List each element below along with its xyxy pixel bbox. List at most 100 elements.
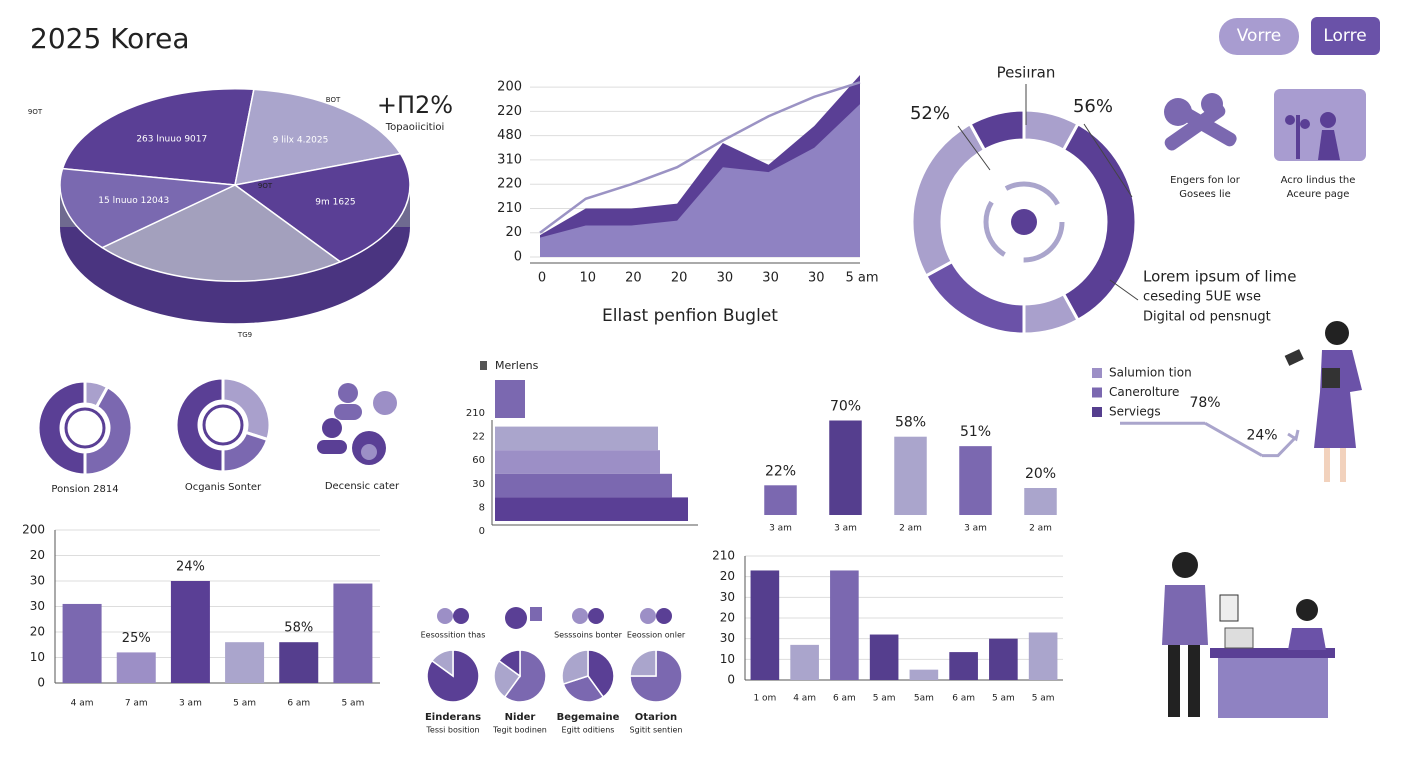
bar (1028, 632, 1058, 680)
button[interactable] (1219, 18, 1299, 55)
x-tick-label: 4 am (71, 699, 94, 709)
bar (764, 485, 797, 515)
value-label: 20% (1025, 466, 1056, 482)
x-tick-label: 5 am (845, 271, 878, 286)
bar (894, 436, 927, 515)
legend-swatch (1092, 387, 1102, 398)
y-tick-label: 10 (30, 650, 45, 664)
text-line: ceseding 5UE wse (1143, 290, 1261, 305)
wedge (561, 649, 589, 685)
bar (830, 570, 859, 680)
chart-title: Merlens (495, 359, 539, 372)
y-tick-label: 20 (720, 611, 735, 625)
button[interactable] (1311, 17, 1380, 55)
bar (495, 380, 525, 418)
wedge (497, 649, 521, 678)
icon (656, 608, 672, 624)
button-label[interactable]: Lorre (1323, 26, 1366, 46)
wedge (233, 152, 411, 263)
bar (909, 669, 939, 680)
pie-label: Sesssoins bonter (554, 631, 623, 640)
pie-title: Begemaine (557, 712, 620, 723)
bar (949, 652, 978, 680)
wedge-label: 263 lnuuo 9017 (136, 134, 207, 144)
y-tick-label: 0 (37, 676, 45, 690)
chart-title: Ponsion 2814 (51, 484, 118, 495)
illustration-office (1162, 552, 1335, 718)
value-label: 24% (1246, 428, 1277, 444)
value-label: 22% (765, 463, 796, 479)
icon-caption: Decensic cater (325, 481, 400, 492)
pie-title: Nider (505, 712, 536, 723)
y-tick-label: 20 (505, 225, 522, 240)
text-line: Digital od pensnugt (1143, 310, 1271, 325)
y-tick-label: 30 (472, 479, 485, 490)
bar (989, 638, 1018, 680)
x-tick-label: 4 am (793, 694, 816, 704)
bar (495, 473, 672, 498)
wedge-label: 9m 1625 (315, 197, 355, 207)
chart-title: Ellast penfion Buglet (602, 306, 778, 326)
icon-figure (1285, 112, 1340, 160)
legend-label: Serviegs (1109, 405, 1161, 419)
wedge (503, 649, 547, 703)
leader (957, 123, 1139, 301)
pie-subtitle: Tegit bodinen (492, 726, 547, 735)
icon (437, 608, 453, 624)
line (1204, 421, 1263, 457)
y-tick-label: 200 (22, 523, 45, 537)
wedge (61, 88, 255, 186)
icon (588, 608, 604, 624)
x-tick-label: 3 am (964, 524, 987, 534)
title-icon (480, 361, 487, 370)
bar (959, 446, 992, 515)
x-tick-label: 5 am (873, 694, 896, 704)
bar (750, 570, 780, 680)
icon-caption: Acro lindus the (1281, 175, 1356, 186)
wedge (100, 184, 342, 282)
bar (829, 420, 862, 515)
ring (983, 181, 1065, 263)
area (540, 104, 860, 258)
pie-title: Einderans (425, 712, 481, 723)
value-label: 70% (830, 399, 861, 415)
center-icon (64, 407, 106, 449)
legend-label: Canerolture (1109, 385, 1179, 399)
callout: TG9 (237, 331, 252, 339)
bar (495, 497, 688, 521)
page-title: 2025 Korea (30, 22, 190, 55)
x-tick-label: 2 am (1029, 524, 1052, 534)
x-tick-label: 5 am (1032, 694, 1055, 704)
pie-subtitle: Sgitit sentien (630, 726, 683, 735)
annotation: 52% (910, 103, 950, 124)
bar (225, 642, 265, 683)
chart-title: Pesiıran (997, 64, 1056, 82)
y-tick-label: 480 (497, 128, 522, 143)
wedge (36, 379, 87, 477)
y-tick-label: 8 (479, 502, 485, 513)
button-label[interactable]: Vorre (1237, 26, 1281, 46)
x-tick-label: 5 am (233, 699, 256, 709)
x-tick-label: 10 (579, 271, 596, 286)
callout: 9OT (28, 108, 43, 116)
legend-swatch (1092, 368, 1102, 378)
wedge-label: 15 lnuuo 12043 (98, 196, 169, 206)
bar (279, 642, 319, 683)
callout: 9OT (258, 182, 273, 190)
callout: BOT (326, 96, 341, 104)
x-tick-label: 20 (625, 271, 642, 286)
wedge (430, 649, 454, 678)
bar (170, 581, 210, 683)
y-tick-label: 30 (720, 631, 735, 645)
annotation: 25% (122, 631, 151, 646)
annotation: 56% (1073, 96, 1113, 117)
x-tick-label: 0 (538, 271, 546, 286)
bar (333, 583, 373, 683)
icon-caption: Gosees lie (1179, 189, 1230, 200)
icon (640, 608, 656, 624)
x-tick-label: 30 (808, 271, 825, 286)
annotation: +П2% (377, 91, 453, 119)
y-tick-label: 220 (497, 177, 522, 192)
pie-subtitle: Egitt oditiens (562, 726, 615, 735)
bar (1024, 488, 1057, 515)
